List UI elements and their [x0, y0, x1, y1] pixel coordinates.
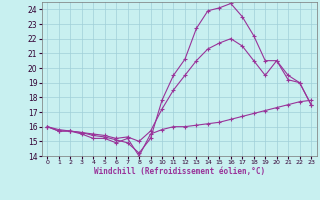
- X-axis label: Windchill (Refroidissement éolien,°C): Windchill (Refroidissement éolien,°C): [94, 167, 265, 176]
